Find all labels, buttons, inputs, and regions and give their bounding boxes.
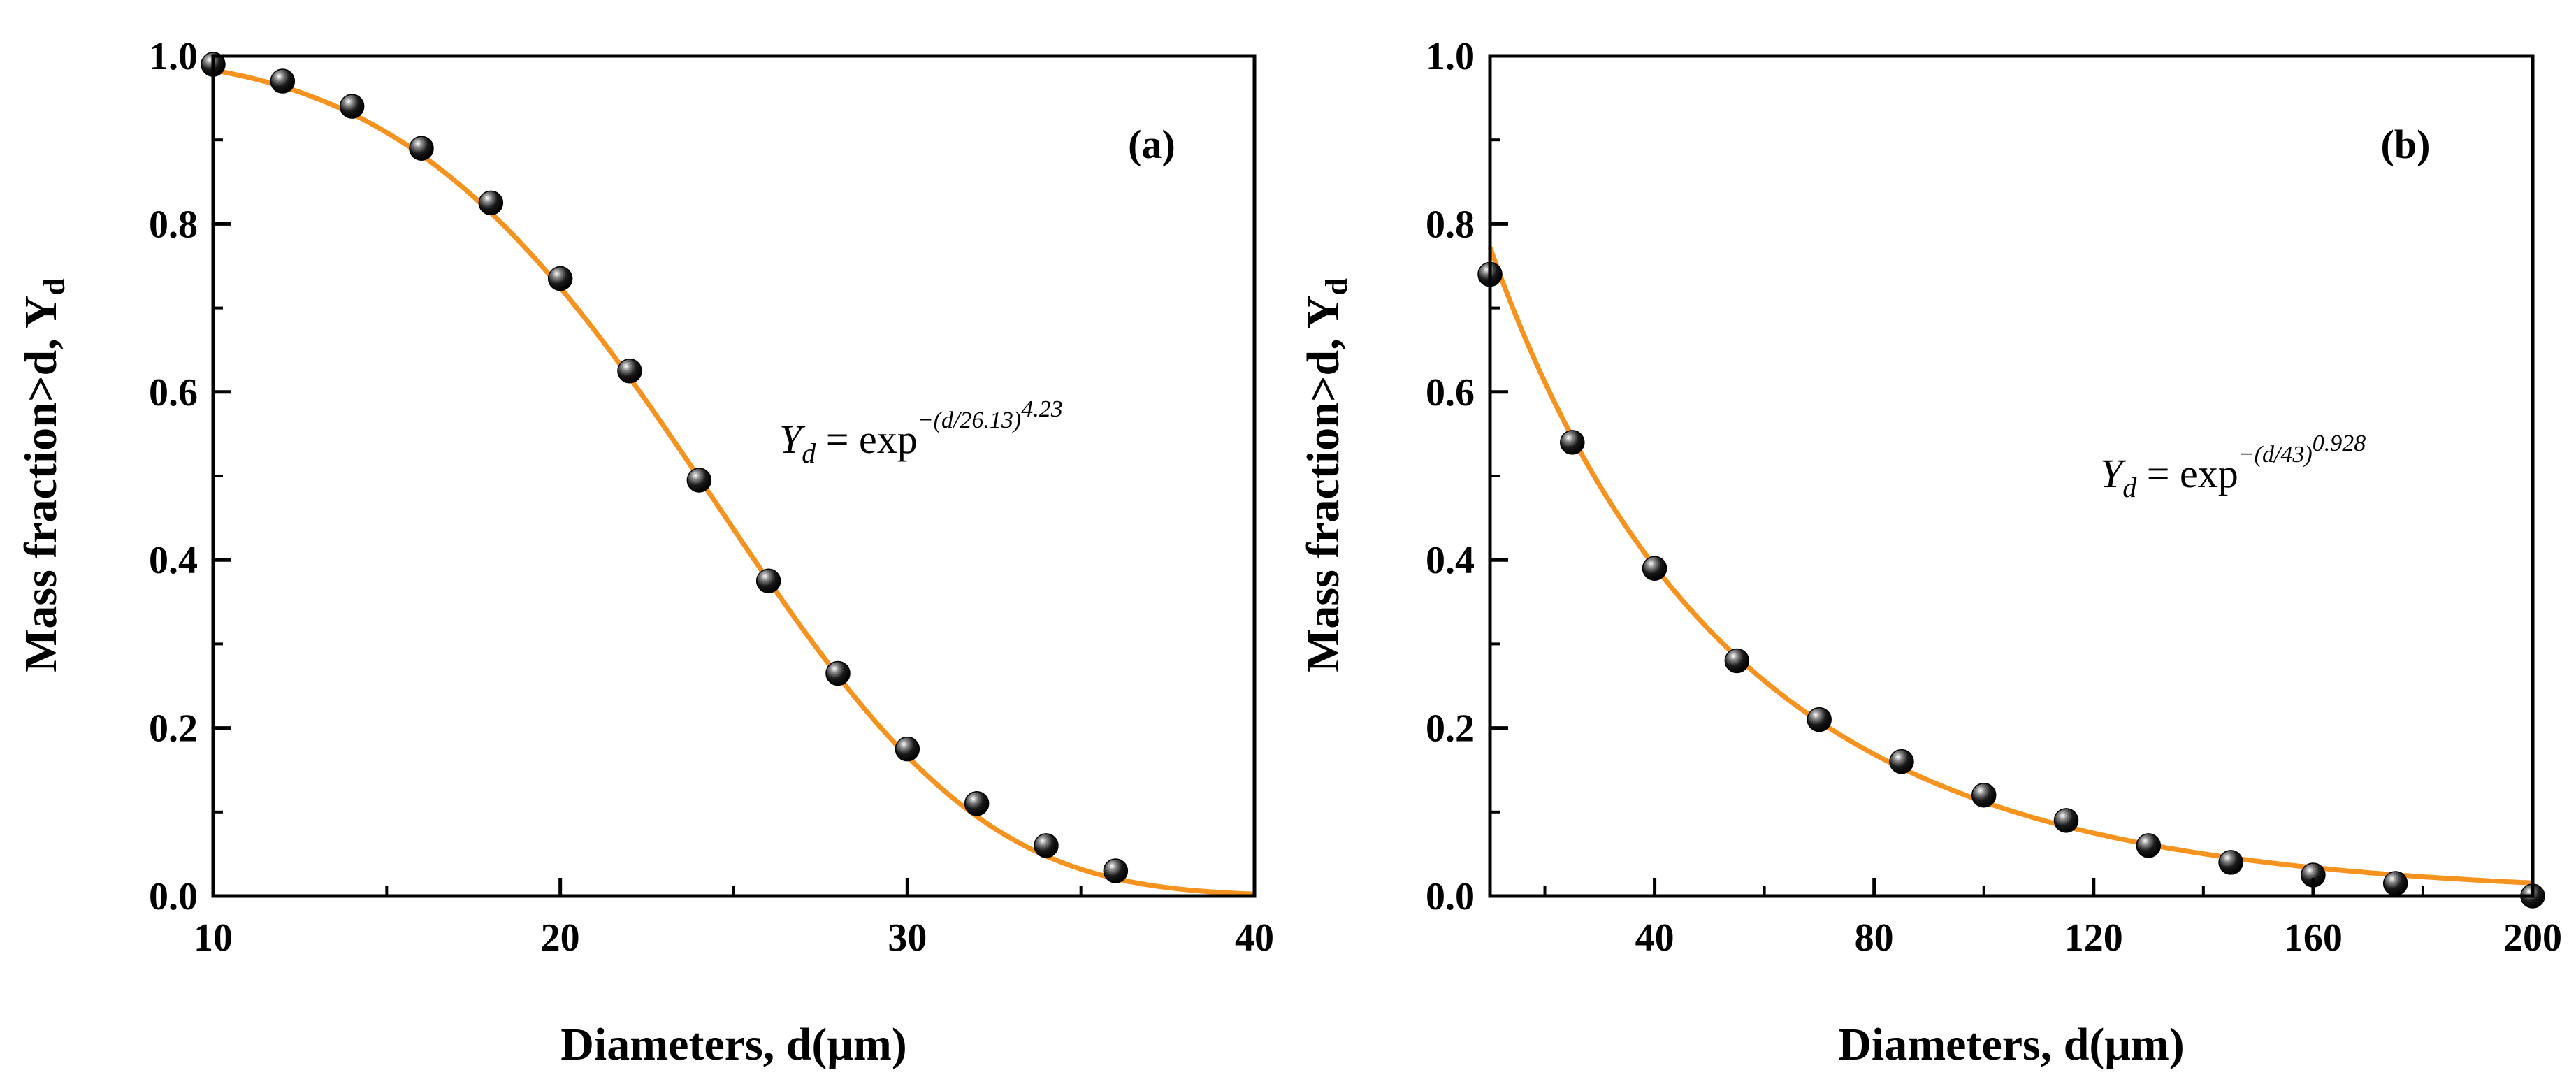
x-tick-label: 200: [2503, 916, 2562, 960]
data-point: [2218, 850, 2243, 875]
data-point: [2053, 808, 2079, 833]
data-point: [1103, 858, 1129, 883]
tick-label-layer-a: 0.0 0.2 0.4 0.6 0.8 1.0 10 20 30 40: [149, 35, 1274, 960]
equation-lhs: Y: [779, 417, 806, 462]
fit-curve-layer-a: [212, 68, 1255, 897]
data-point: [1724, 648, 1750, 674]
tick-layer-a: [211, 54, 1257, 898]
equation-lhs: Y: [2100, 451, 2127, 496]
x-tick-label: 20: [541, 916, 580, 960]
data-point: [1971, 783, 1997, 808]
y-tick-label: 0.2: [1426, 707, 1475, 751]
panel-a: 0.0 0.2 0.4 0.6 0.8 1.0 10 20 30 40 (a) Yd = exp−…: [15, 35, 1274, 1070]
y-tick-label: 0.8: [1426, 203, 1475, 246]
y-tick-label: 0.0: [1426, 875, 1475, 918]
x-tick-label: 120: [2064, 916, 2123, 960]
fit-curve: [212, 68, 1255, 897]
equation-lhs-subscript: d: [802, 438, 816, 469]
x-tick-label: 10: [194, 916, 233, 960]
x-axis-title-a: Diameters, d(μm): [560, 1019, 907, 1070]
y-axis-title-main: Mass fraction>d, Y: [15, 296, 66, 672]
fit-curve: [1487, 246, 2533, 886]
fit-equation-a: Yd = exp−(d/26.13)4.23: [779, 396, 1063, 469]
panel-label-a: (a): [1128, 122, 1175, 167]
y-axis-title-main: Mass fraction>d, Y: [1298, 296, 1349, 672]
data-point: [1560, 430, 1585, 455]
x-tick-label: 160: [2284, 916, 2343, 960]
y-tick-label: 0.6: [1426, 371, 1475, 414]
tick-layer-b: [1490, 54, 2535, 898]
equation-exponent: −(d/26.13): [918, 407, 1022, 433]
data-point: [825, 660, 851, 686]
data-point: [2382, 871, 2408, 896]
y-tick-label: 0.4: [1426, 539, 1475, 582]
y-tick-label: 0.6: [149, 371, 198, 414]
y-tick-label: 0.0: [149, 875, 198, 918]
data-point: [964, 791, 990, 816]
data-point: [409, 136, 434, 161]
data-point: [895, 736, 920, 762]
data-point: [270, 68, 296, 94]
data-point: [686, 468, 712, 493]
plot-frame-b: [1488, 54, 2535, 898]
tick-label-layer-b: 0.0 0.2 0.4 0.6 0.8 1.0 40 80 120 160 200: [1426, 35, 2562, 960]
data-point: [1034, 833, 1059, 858]
data-point: [339, 94, 365, 119]
x-tick-label: 40: [1235, 916, 1274, 960]
fit-equation-b: Yd = exp−(d/43)0.928: [2100, 431, 2366, 503]
y-axis-title-b: Mass fraction>d, Yd: [1298, 278, 1354, 672]
y-tick-label: 0.2: [149, 707, 198, 751]
data-point: [2136, 833, 2162, 858]
equation-lhs-subscript: d: [2122, 472, 2137, 503]
data-point: [755, 568, 781, 593]
y-tick-label: 1.0: [1426, 35, 1475, 78]
equation-exponent: −(d/43): [2238, 442, 2313, 468]
data-point-layer-a: [201, 52, 1129, 883]
y-axis-title-subscript: d: [1319, 278, 1354, 295]
data-point: [547, 266, 573, 291]
equation-rhs: = exp: [816, 417, 917, 462]
fit-curve-layer-b: [1487, 246, 2533, 886]
x-axis-title-b: Diameters, d(μm): [1838, 1019, 2185, 1070]
y-tick-label: 0.4: [149, 539, 198, 582]
data-point: [1889, 749, 1914, 774]
panel-b: 0.0 0.2 0.4 0.6 0.8 1.0 40 80 120 160 200 (b) Yd =…: [1298, 35, 2562, 1070]
y-axis-title-subscript: d: [37, 278, 71, 295]
equation-exponent-power: 0.928: [2313, 431, 2366, 456]
plot-frame-a: [211, 54, 1257, 898]
x-tick-label: 80: [1855, 916, 1894, 960]
y-axis-title-a: Mass fraction>d, Yd: [15, 278, 71, 672]
y-tick-label: 0.8: [149, 203, 198, 246]
equation-rhs: = exp: [2136, 451, 2238, 496]
data-point: [1642, 556, 1667, 581]
data-point: [478, 190, 504, 216]
data-point-layer-b: [1477, 261, 2545, 909]
data-point: [1807, 707, 1832, 732]
y-tick-label: 1.0: [149, 35, 198, 78]
equation-exponent-power: 4.23: [1021, 396, 1063, 422]
x-tick-label: 30: [888, 916, 927, 960]
x-tick-label: 40: [1635, 916, 1674, 960]
panel-label-b: (b): [2381, 122, 2431, 167]
data-point: [617, 359, 642, 384]
